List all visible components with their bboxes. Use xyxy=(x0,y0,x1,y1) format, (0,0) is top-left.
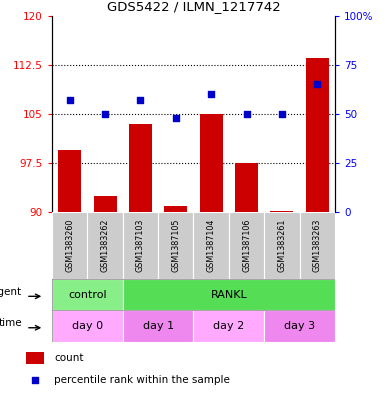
Text: percentile rank within the sample: percentile rank within the sample xyxy=(54,375,230,385)
Text: time: time xyxy=(0,318,22,328)
Bar xyxy=(193,212,229,279)
Point xyxy=(67,97,73,103)
Bar xyxy=(26,352,44,364)
Text: GSM1383260: GSM1383260 xyxy=(65,219,74,272)
Bar xyxy=(129,124,152,212)
Text: GSM1383263: GSM1383263 xyxy=(313,219,322,272)
Bar xyxy=(52,310,123,342)
Bar xyxy=(229,212,264,279)
Point xyxy=(314,81,320,88)
Text: day 0: day 0 xyxy=(72,321,103,331)
Text: GSM1383262: GSM1383262 xyxy=(100,219,110,272)
Bar xyxy=(123,212,158,279)
Bar xyxy=(94,196,117,212)
Bar xyxy=(264,212,300,279)
Point xyxy=(279,111,285,117)
Point xyxy=(173,115,179,121)
Bar xyxy=(58,150,81,212)
Text: GSM1383261: GSM1383261 xyxy=(277,219,286,272)
Point xyxy=(243,111,249,117)
Text: RANKL: RANKL xyxy=(211,290,247,300)
Text: day 2: day 2 xyxy=(213,321,244,331)
Text: control: control xyxy=(68,290,107,300)
Bar xyxy=(123,279,335,310)
Bar xyxy=(235,163,258,212)
Bar xyxy=(123,310,193,342)
Title: GDS5422 / ILMN_1217742: GDS5422 / ILMN_1217742 xyxy=(107,0,280,13)
Text: count: count xyxy=(54,353,84,363)
Text: GSM1387103: GSM1387103 xyxy=(136,219,145,272)
Text: day 3: day 3 xyxy=(284,321,315,331)
Point xyxy=(32,376,38,383)
Point xyxy=(137,97,144,103)
Bar xyxy=(300,212,335,279)
Bar xyxy=(270,211,293,212)
Point xyxy=(208,91,214,97)
Bar xyxy=(52,279,123,310)
Bar xyxy=(193,310,264,342)
Text: day 1: day 1 xyxy=(142,321,174,331)
Text: GSM1387106: GSM1387106 xyxy=(242,219,251,272)
Bar xyxy=(52,212,87,279)
Bar xyxy=(200,114,223,212)
Bar xyxy=(158,212,193,279)
Bar xyxy=(164,206,187,212)
Text: agent: agent xyxy=(0,286,22,297)
Bar xyxy=(87,212,123,279)
Point xyxy=(102,111,108,117)
Text: GSM1387104: GSM1387104 xyxy=(207,219,216,272)
Bar xyxy=(264,310,335,342)
Text: GSM1387105: GSM1387105 xyxy=(171,219,180,272)
Bar xyxy=(306,58,329,212)
